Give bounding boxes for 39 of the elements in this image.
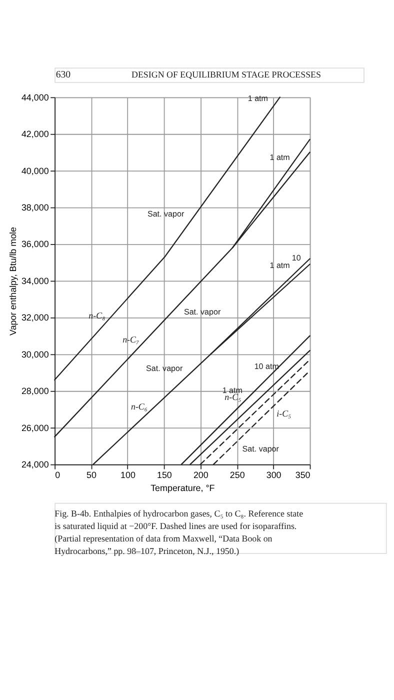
x-tick-label: 150 (156, 470, 172, 480)
y-tick-label: 24,000 (21, 459, 49, 470)
text: Fig. B-4b. Enthalpies of hydrocarbon gases, C₅ to C₈. Reference state is saturated liquid at −200°F. Dashed lines are used for isoparaffins. (Partial representation of data from Maxwell, “Data Book on Hydrocarbons,” pp. 98–107, Princeton, N.J., 1950.) (54, 508, 304, 556)
x-tick-label: 350 (295, 470, 310, 480)
annotation: Sat. vapor (242, 444, 280, 454)
y-axis-title: Vapor enthalpy, Btu/lb mole (8, 226, 18, 336)
y-tick-label: 40,000 (21, 166, 49, 176)
y-tick-label: 36,000 (21, 239, 49, 250)
annotation: Sat. vapor (184, 307, 221, 316)
text: 630 (56, 70, 71, 81)
y-tick-label: 34,000 (21, 276, 49, 286)
annotation: 1 atm (222, 386, 243, 395)
x-tick-label: 50 (86, 470, 97, 480)
series-label: n-C₇ (122, 334, 140, 344)
annotation: 1 atm (270, 261, 290, 270)
series-label: i-C₅ (276, 408, 292, 419)
series-label: n-C₅ (224, 392, 242, 402)
series-label: n-C₆ (130, 401, 148, 412)
annotation: 1 atm (248, 94, 268, 104)
series-label: n-C₈ (88, 310, 106, 320)
y-tick-label: 28,000 (21, 386, 49, 396)
x-tick-label: 200 (193, 470, 208, 480)
x-axis-title: Temperature, °F (150, 482, 216, 493)
annotation: Sat. vapor (147, 210, 184, 219)
annotation: Sat. vapor (146, 364, 183, 373)
annotation: 10 atm (254, 362, 280, 372)
x-tick-label: 300 (266, 470, 282, 480)
y-tick-label: 30,000 (21, 349, 49, 360)
y-tick-label: 44,000 (21, 92, 49, 102)
y-tick-label: 26,000 (21, 422, 49, 433)
x-tick-label: 0 (55, 470, 60, 480)
y-tick-label: 38,000 (21, 202, 49, 212)
annotation: 10 (292, 254, 302, 263)
y-tick-label: 32,000 (21, 312, 49, 323)
annotation: 1 atm (270, 152, 290, 162)
x-tick-label: 100 (120, 470, 136, 480)
chart-title: DESIGN OF EQUILIBRIUM STAGE PROCESSES (132, 70, 322, 80)
x-tick-label: 250 (230, 470, 245, 480)
y-tick-label: 42,000 (21, 129, 49, 140)
